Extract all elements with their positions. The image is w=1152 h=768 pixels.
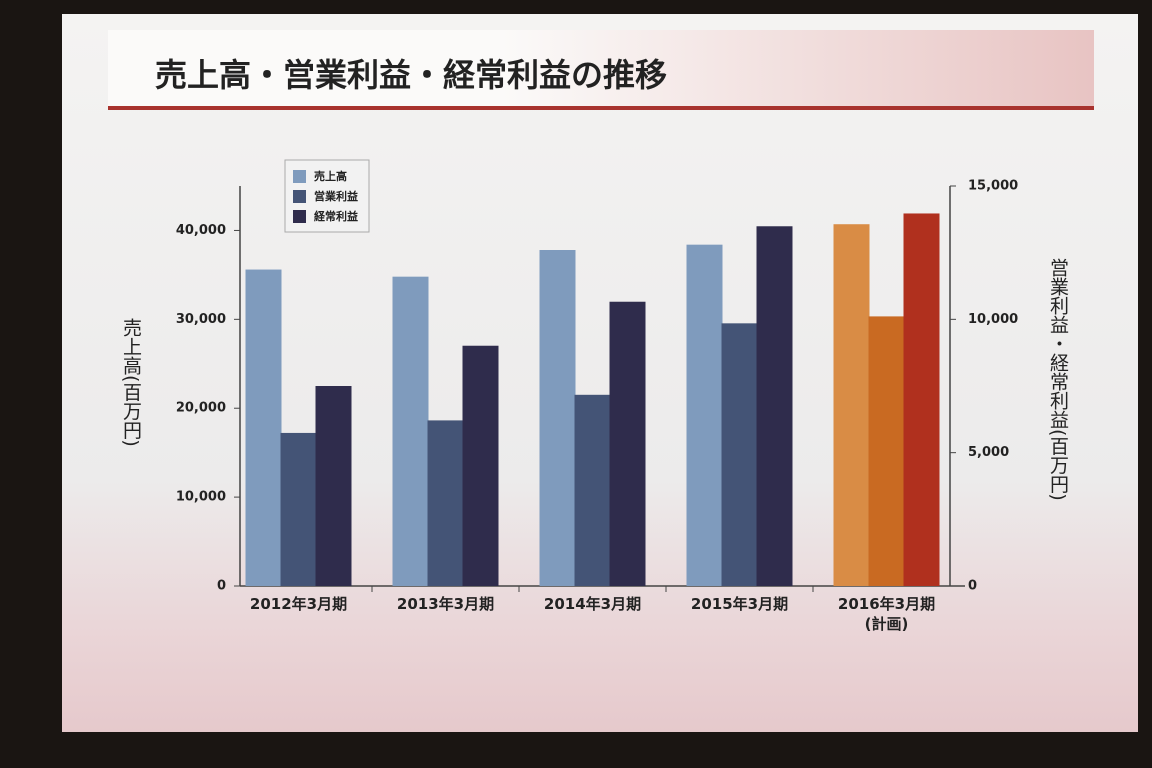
bar xyxy=(868,316,905,586)
x-tick-label: 2014年3月期 xyxy=(543,595,642,613)
x-tick-label: 2013年3月期 xyxy=(396,595,495,613)
slide xyxy=(62,14,1138,732)
y-axis-label: 売上高(百万円) xyxy=(120,318,142,447)
x-tick-label: 2016年3月期 (計画) xyxy=(837,595,936,633)
y-tick-label: 0 xyxy=(217,579,226,594)
legend-label: 営業利益 xyxy=(314,189,358,203)
legend-swatch xyxy=(293,210,306,223)
bar xyxy=(721,323,758,586)
legend-label: 売上高 xyxy=(314,169,347,183)
bar xyxy=(280,432,317,586)
x-tick-label: 2012年3月期 xyxy=(249,595,348,613)
bar xyxy=(686,244,723,586)
y-tick-label: 20,000 xyxy=(176,401,226,416)
legend-label: 経常利益 xyxy=(314,209,358,223)
bar xyxy=(833,224,870,586)
bar xyxy=(462,345,499,586)
chart-title: 売上高・営業利益・経常利益の推移 xyxy=(155,56,668,94)
legend-swatch xyxy=(293,170,306,183)
bar xyxy=(539,250,576,586)
x-tick-label: 2015年3月期 xyxy=(690,595,789,613)
bar xyxy=(392,276,429,586)
bar xyxy=(574,394,611,586)
legend-swatch xyxy=(293,190,306,203)
y2-tick-label: 0 xyxy=(968,579,977,594)
y-tick-label: 30,000 xyxy=(176,312,226,327)
y2-tick-label: 5,000 xyxy=(968,445,1009,460)
bar xyxy=(315,386,352,586)
y-tick-label: 40,000 xyxy=(176,223,226,238)
bar xyxy=(245,269,282,586)
y2-tick-label: 15,000 xyxy=(968,179,1018,194)
bar xyxy=(427,420,464,586)
y2-tick-label: 10,000 xyxy=(968,312,1018,327)
title-bar xyxy=(108,30,1094,110)
y-tick-label: 10,000 xyxy=(176,490,226,505)
bar xyxy=(609,301,646,586)
y2-axis-label: 営業利益・経常利益(百万円) xyxy=(1047,258,1069,501)
bar xyxy=(756,226,793,586)
bar xyxy=(903,213,940,586)
